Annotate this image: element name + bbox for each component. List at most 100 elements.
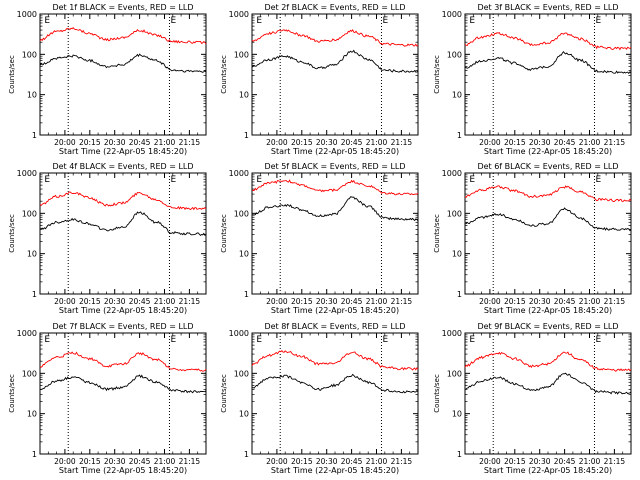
- series-lld-line: [39, 27, 207, 45]
- plot-frame: [464, 172, 632, 295]
- y-tick-label: 1: [244, 131, 249, 140]
- marker-label-e: E: [256, 175, 262, 185]
- x-tick-label: 21:00: [366, 297, 388, 306]
- y-tick-label: 100: [22, 50, 37, 59]
- y-tick-label: 10: [239, 91, 249, 100]
- x-axis-label: Start Time (22-Apr-05 18:45:20): [484, 466, 612, 475]
- marker-label-e: E: [595, 175, 601, 185]
- y-tick-label: 1000: [442, 10, 462, 19]
- y-tick-label: 1000: [17, 169, 37, 178]
- marker-label-e: E: [170, 175, 176, 185]
- y-tick-label: 100: [234, 369, 249, 378]
- plot-frame: [39, 332, 207, 455]
- series-events-line: [251, 373, 419, 394]
- x-tick-label: 20:45: [129, 138, 151, 147]
- series-events-line: [39, 53, 207, 73]
- y-axis-label: Counts/sec: [220, 214, 228, 253]
- y-tick-label: 100: [447, 209, 462, 218]
- x-tick-label: 20:00: [266, 457, 288, 466]
- chart-title: Det 4f BLACK = Events, RED = LLD: [52, 162, 193, 171]
- x-tick-label: 21:00: [366, 457, 388, 466]
- y-tick-label: 10: [239, 410, 249, 419]
- y-tick-label: 10: [452, 410, 462, 419]
- x-tick-label: 21:15: [391, 457, 413, 466]
- marker-label-e: E: [469, 335, 475, 345]
- y-axis-label: Counts/sec: [8, 374, 16, 413]
- x-tick-label: 20:00: [479, 457, 501, 466]
- x-tick-label: 20:30: [104, 297, 126, 306]
- x-tick-label: 21:15: [179, 297, 201, 306]
- y-tick-label: 1000: [229, 169, 249, 178]
- x-tick-label: 21:15: [391, 138, 413, 147]
- y-tick-label: 1000: [17, 329, 37, 338]
- x-tick-label: 20:45: [341, 297, 363, 306]
- marker-label-e: E: [469, 16, 475, 26]
- y-axis-label: Counts/sec: [8, 55, 16, 94]
- y-tick-label: 100: [447, 50, 462, 59]
- x-tick-label: 21:00: [154, 297, 176, 306]
- x-tick-label: 20:45: [341, 138, 363, 147]
- x-tick-label: 21:15: [604, 457, 626, 466]
- x-tick-label: 20:00: [54, 457, 76, 466]
- x-axis-label: Start Time (22-Apr-05 18:45:20): [59, 147, 187, 156]
- x-tick-label: 20:15: [79, 138, 101, 147]
- series-events-line: [39, 374, 207, 394]
- x-tick-label: 20:00: [54, 297, 76, 306]
- x-tick-label: 20:30: [529, 297, 551, 306]
- x-tick-label: 20:15: [504, 457, 526, 466]
- chart-title: Det 9f BLACK = Events, RED = LLD: [477, 322, 618, 331]
- y-tick-label: 1000: [442, 329, 462, 338]
- series-events-line: [251, 196, 419, 222]
- y-axis-label: Counts/sec: [220, 55, 228, 94]
- plot-frame: [464, 13, 632, 136]
- x-tick-label: 21:00: [154, 457, 176, 466]
- marker-label-e: E: [170, 335, 176, 345]
- series-lld-line: [39, 191, 207, 211]
- series-events-line: [251, 49, 419, 73]
- x-tick-label: 20:00: [266, 297, 288, 306]
- x-tick-label: 20:15: [291, 297, 313, 306]
- y-tick-label: 1: [32, 450, 37, 459]
- series-lld-line: [251, 350, 419, 371]
- x-tick-label: 20:30: [104, 138, 126, 147]
- x-axis-label: Start Time (22-Apr-05 18:45:20): [271, 466, 399, 475]
- marker-label-e: E: [595, 16, 601, 26]
- y-tick-label: 10: [27, 91, 37, 100]
- marker-label-e: E: [256, 16, 262, 26]
- x-tick-label: 20:30: [529, 138, 551, 147]
- x-tick-label: 21:15: [391, 297, 413, 306]
- x-tick-label: 20:15: [79, 297, 101, 306]
- x-tick-label: 21:00: [579, 138, 601, 147]
- x-tick-label: 20:45: [341, 457, 363, 466]
- y-tick-label: 1000: [229, 329, 249, 338]
- y-tick-label: 1: [457, 450, 462, 459]
- x-tick-label: 20:45: [129, 297, 151, 306]
- y-tick-label: 1: [457, 131, 462, 140]
- y-axis-label: Counts/sec: [433, 55, 441, 94]
- marker-label-e: E: [382, 175, 388, 185]
- y-tick-label: 10: [27, 250, 37, 259]
- y-tick-label: 100: [234, 209, 249, 218]
- series-lld-line: [251, 29, 419, 47]
- chart-title: Det 7f BLACK = Events, RED = LLD: [52, 322, 193, 331]
- x-axis-label: Start Time (22-Apr-05 18:45:20): [271, 306, 399, 315]
- series-lld-line: [39, 351, 207, 372]
- x-tick-label: 20:00: [479, 138, 501, 147]
- plot-frame: [251, 332, 419, 455]
- chart-title: Det 2f BLACK = Events, RED = LLD: [264, 3, 405, 12]
- series-lld-line: [464, 185, 632, 202]
- y-tick-label: 10: [239, 250, 249, 259]
- chart-title: Det 6f BLACK = Events, RED = LLD: [477, 162, 618, 171]
- x-tick-label: 21:00: [366, 138, 388, 147]
- x-tick-label: 21:15: [179, 457, 201, 466]
- chart-title: Det 3f BLACK = Events, RED = LLD: [477, 3, 618, 12]
- x-axis-label: Start Time (22-Apr-05 18:45:20): [484, 306, 612, 315]
- chart-title: Det 8f BLACK = Events, RED = LLD: [264, 322, 405, 331]
- y-tick-label: 1000: [229, 10, 249, 19]
